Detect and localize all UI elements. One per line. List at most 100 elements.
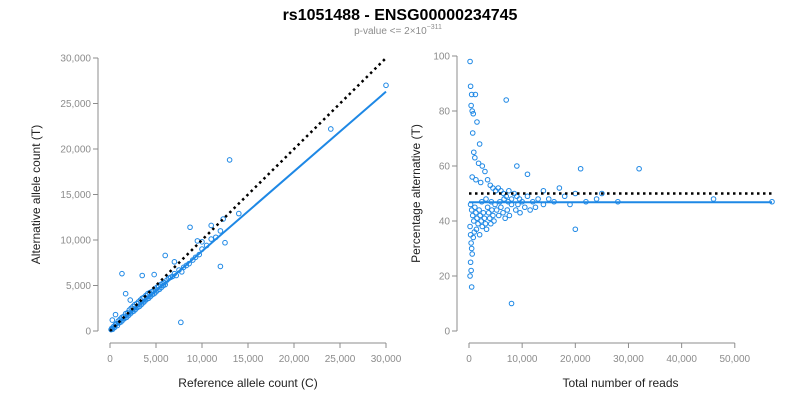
p1-data-point xyxy=(527,207,533,213)
p1-y-tick-label: 80 xyxy=(439,107,451,118)
p1-data-point xyxy=(473,226,480,233)
p1-data-point xyxy=(487,182,494,189)
p0-x-tick-label: 25,000 xyxy=(325,354,356,365)
p1-data-point xyxy=(477,179,484,186)
p0-x-tick-label: 0 xyxy=(107,354,113,365)
p0-reference-line xyxy=(109,57,387,332)
p1-data-point xyxy=(593,196,600,202)
p1-data-point xyxy=(470,218,477,224)
p1-data-point xyxy=(508,300,515,307)
p0-data-point xyxy=(109,317,116,323)
p1-y-tick-label: 40 xyxy=(439,217,451,228)
p1-x-tick-label: 50,000 xyxy=(719,354,750,365)
p1-data-point xyxy=(474,215,480,222)
subtitle-times: × xyxy=(410,26,416,37)
p0-y-tick-label: 30,000 xyxy=(60,54,91,65)
p0-x-tick-label: 10,000 xyxy=(187,354,218,365)
p0-data-point xyxy=(187,224,193,231)
p1-data-point xyxy=(479,223,486,230)
p0-data-point xyxy=(217,228,224,234)
p1-data-point xyxy=(468,102,474,109)
p1-data-point xyxy=(482,220,489,227)
left-scatter-panel: 0 5,000 10,000 15,000 20,000 25,000 30,000 0 5,0… xyxy=(29,54,402,391)
p1-data-point xyxy=(502,215,508,222)
p1-data-point xyxy=(470,234,477,241)
p1-data-point xyxy=(468,267,474,274)
p1-data-point xyxy=(498,204,504,211)
p1-data-point xyxy=(516,196,523,202)
p0-y-tick-label: 0 xyxy=(85,327,91,338)
p1-data-point xyxy=(483,226,490,233)
p1-x-tick-label: 0 xyxy=(466,354,472,365)
p1-data-point xyxy=(469,130,476,136)
p1-data-point xyxy=(476,141,483,147)
p1-x-tick-label: 30,000 xyxy=(613,354,644,365)
p1-data-point xyxy=(469,212,476,219)
subtitle-exponent: −311 xyxy=(427,24,442,31)
p0-data-point xyxy=(122,290,129,297)
p0-x-tick-label: 5,000 xyxy=(143,354,168,365)
p1-data-point xyxy=(495,185,502,191)
p0-data-point xyxy=(328,126,334,132)
p1-data-point xyxy=(524,193,531,200)
p1-data-point xyxy=(467,223,473,230)
p0-data-point xyxy=(208,236,214,242)
p0-data-point xyxy=(119,270,125,277)
p1-data-point xyxy=(535,196,541,202)
p1-data-point xyxy=(468,91,475,98)
p1-data-point xyxy=(477,212,483,219)
p0-x-tick-label: 15,000 xyxy=(233,354,264,365)
p1-data-point xyxy=(476,207,482,213)
p0-x-axis-title: Reference allele count (C) xyxy=(178,376,317,390)
p0-data-point xyxy=(192,254,199,261)
p1-x-axis-title: Total number of reads xyxy=(562,376,678,390)
p0-y-tick-label: 25,000 xyxy=(60,99,91,110)
p1-data-point xyxy=(468,245,475,252)
p1-data-point xyxy=(470,149,477,156)
p1-data-point xyxy=(500,209,506,216)
p1-data-point xyxy=(472,204,478,211)
p0-data-point xyxy=(383,82,389,89)
p1-data-point xyxy=(503,97,510,103)
p0-data-point xyxy=(220,216,226,222)
p0-y-tick-label: 20,000 xyxy=(60,145,91,156)
right-scatter-panel: 0 20 40 60 80 100 0 10,000 20,000 30,000 40,000 50,… xyxy=(409,52,775,390)
p0-x-tick-label: 30,000 xyxy=(371,354,402,365)
p1-data-point xyxy=(524,171,531,178)
p1-data-point xyxy=(475,220,481,227)
p0-data-point xyxy=(112,311,119,318)
p1-data-point xyxy=(504,207,511,213)
p1-data-point xyxy=(467,259,474,266)
p1-data-point xyxy=(481,215,488,222)
p1-data-point xyxy=(490,185,496,191)
p0-data-point xyxy=(178,319,184,326)
p1-y-tick-label: 0 xyxy=(444,327,450,338)
p1-data-point xyxy=(469,108,475,114)
p1-data-point xyxy=(472,91,479,98)
p1-data-point xyxy=(476,231,483,238)
p1-data-point xyxy=(495,212,502,219)
p1-data-point xyxy=(572,190,579,197)
p0-data-point xyxy=(217,263,224,270)
p1-data-point xyxy=(487,220,494,227)
p1-data-point xyxy=(577,165,584,172)
p1-data-point xyxy=(483,196,489,202)
p1-data-point xyxy=(710,196,717,202)
p1-data-point xyxy=(468,240,474,246)
p1-data-point xyxy=(556,185,563,191)
p1-data-point xyxy=(467,273,473,279)
p1-data-point xyxy=(467,58,473,65)
p1-data-point xyxy=(572,226,579,233)
p1-data-point xyxy=(561,193,568,200)
p0-data-point xyxy=(151,271,157,278)
p0-data-point xyxy=(127,297,134,303)
p1-data-point xyxy=(479,163,486,169)
subtitle-base: 10 xyxy=(416,26,428,37)
p1-data-point xyxy=(474,119,480,125)
chart-subtitle: p-value <= 2×10−311 xyxy=(354,24,442,37)
p1-data-point xyxy=(599,190,605,197)
p1-data-point xyxy=(473,209,479,216)
p0-y-tick-label: 15,000 xyxy=(60,190,91,201)
p1-y-tick-label: 20 xyxy=(439,272,451,283)
